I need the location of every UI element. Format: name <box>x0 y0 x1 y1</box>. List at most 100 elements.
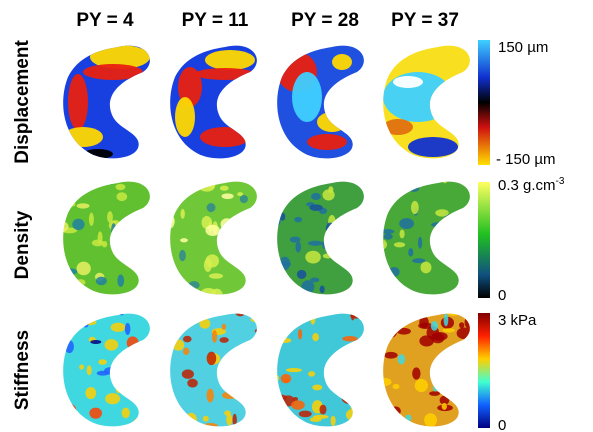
scale-max: 3 kPa <box>498 312 537 329</box>
map-spot <box>86 365 92 376</box>
map-spot <box>98 359 107 365</box>
map-spot <box>432 372 448 383</box>
map-spot <box>202 422 218 427</box>
map-spot <box>126 336 139 350</box>
map-blob <box>175 97 195 137</box>
map-spot <box>284 378 290 383</box>
map-spot <box>170 346 173 355</box>
map-spot <box>117 274 125 287</box>
map-spot <box>352 362 361 368</box>
map-spot <box>277 394 288 401</box>
map-spot <box>239 365 254 374</box>
map-spot <box>286 368 302 373</box>
map-spot <box>250 317 257 323</box>
map-spot <box>186 420 196 427</box>
map-spot <box>194 181 199 187</box>
map-spot <box>359 246 364 254</box>
map-spot <box>291 400 305 410</box>
map-spot <box>184 313 199 320</box>
map-spot <box>383 377 392 387</box>
map-blob <box>383 119 413 135</box>
map-spot <box>89 407 103 419</box>
map-spot <box>267 233 277 237</box>
map-blob <box>292 72 322 122</box>
map-spot <box>298 328 303 340</box>
map-spot <box>355 400 361 409</box>
map-spot <box>118 313 125 316</box>
map-spot <box>435 209 449 217</box>
map-blob <box>408 137 458 157</box>
map-spot <box>296 269 307 279</box>
map-blob <box>393 76 423 88</box>
map-spot <box>277 212 280 217</box>
map-spot <box>111 223 117 238</box>
column-header: PY = 37 <box>391 10 459 31</box>
map-panel <box>383 45 470 159</box>
map-spot <box>464 181 470 182</box>
map-panel <box>63 45 150 159</box>
map-spot <box>219 337 229 343</box>
map-spot <box>90 339 102 344</box>
map-spot <box>387 408 398 417</box>
map-spot <box>206 388 214 403</box>
column-headers: PY = 4 PY = 11 PY = 28 PY = 37 <box>76 10 459 31</box>
map-base <box>383 181 470 295</box>
map-spot <box>445 383 456 393</box>
map-spot <box>385 330 394 335</box>
map-spot <box>403 293 409 295</box>
map-spot <box>81 287 86 295</box>
map-blob <box>63 127 103 147</box>
map-spot <box>148 313 150 316</box>
map-blob <box>178 67 202 107</box>
map-spot <box>442 181 448 184</box>
map-spot <box>419 316 429 329</box>
map-spot <box>309 417 322 422</box>
map-spot <box>393 242 406 248</box>
map-base <box>277 181 364 295</box>
map-blob <box>200 127 250 147</box>
colorbar <box>478 313 490 428</box>
map-spot <box>352 245 364 257</box>
map-fill <box>170 313 257 427</box>
map-fill <box>63 45 150 159</box>
map-spot <box>229 249 237 258</box>
map-spot <box>465 377 470 389</box>
map-spot <box>198 182 215 192</box>
scale-min: 0 <box>498 287 506 304</box>
map-spot <box>301 280 315 294</box>
map-spot <box>107 211 113 223</box>
map-spot <box>386 332 392 340</box>
map-spot <box>383 320 389 326</box>
scale-max: 0.3 g.cm-3 <box>498 176 565 194</box>
map-spot <box>179 249 186 262</box>
map-panel <box>170 181 257 295</box>
map-spot <box>181 369 194 379</box>
map-spot <box>330 415 336 426</box>
map-fill <box>170 181 257 295</box>
map-spot <box>116 192 128 202</box>
map-spot <box>322 240 328 249</box>
map-spot <box>338 230 345 242</box>
map-spot <box>465 381 470 393</box>
map-spot <box>408 185 420 192</box>
map-spot <box>64 340 74 354</box>
map-spot <box>439 395 450 405</box>
map-spot <box>221 323 227 330</box>
map-spot <box>306 313 318 318</box>
map-spot <box>63 221 69 232</box>
map-spot <box>384 181 398 186</box>
map-spot <box>220 231 236 243</box>
map-spot <box>220 218 234 231</box>
map-spot <box>446 313 460 316</box>
map-spot <box>230 383 235 396</box>
map-spot <box>307 240 323 246</box>
map-spot <box>322 189 335 201</box>
scale-max: 150 µm <box>498 39 548 56</box>
map-spot <box>247 242 253 248</box>
map-panel <box>170 313 257 427</box>
map-spot <box>206 351 217 366</box>
map-spot <box>417 236 423 249</box>
map-blob <box>195 68 255 80</box>
map-spot <box>438 181 443 182</box>
